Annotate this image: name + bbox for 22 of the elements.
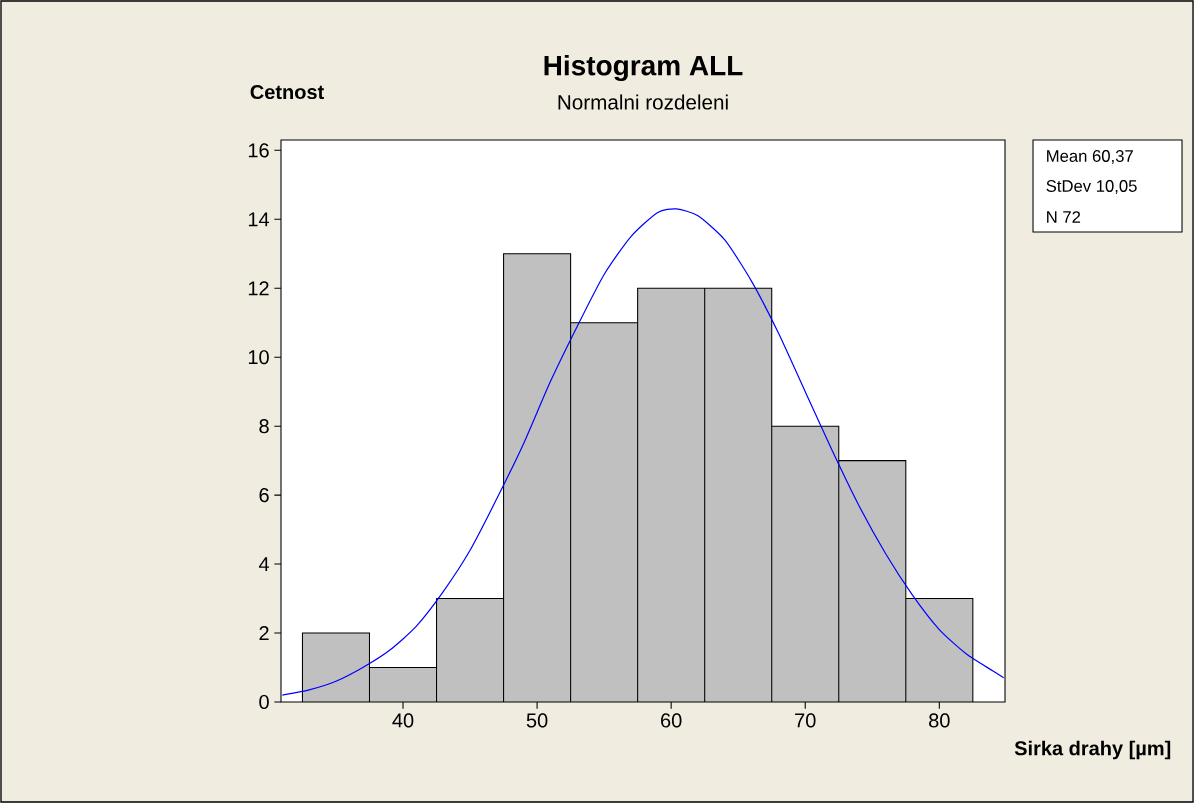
- y-tick-label: 6: [259, 488, 269, 503]
- y-tick-label: 14: [248, 212, 270, 227]
- y-tick-label: 0: [259, 694, 269, 710]
- y-axis-title: Cetnost: [250, 84, 324, 100]
- text: StDev 10,05: [1046, 180, 1137, 194]
- text: Mean 60,37: [1047, 150, 1133, 164]
- chart-title: Histogram ALL: [544, 54, 743, 82]
- y-tick-label: 2: [259, 626, 269, 641]
- chart-subtitle: Normalni rozdeleni: [558, 94, 728, 110]
- text: N 72: [1047, 211, 1081, 223]
- x-tick-label: 60: [661, 713, 682, 728]
- y-tick-label: 16: [248, 143, 269, 158]
- y-tick-label: 8: [259, 419, 269, 434]
- x-axis-title: Sirka drahy [µm]: [1014, 740, 1171, 760]
- y-tick-label: 10: [248, 350, 269, 365]
- y-tick-label: 12: [248, 281, 269, 296]
- x-tick-label: 50: [526, 713, 548, 728]
- y-tick-label: 4: [258, 557, 270, 571]
- x-tick-label: 80: [929, 713, 950, 728]
- line-series: [281, 208, 1005, 696]
- x-tick-label: 70: [795, 713, 816, 728]
- x-tick-label: 40: [392, 713, 414, 728]
